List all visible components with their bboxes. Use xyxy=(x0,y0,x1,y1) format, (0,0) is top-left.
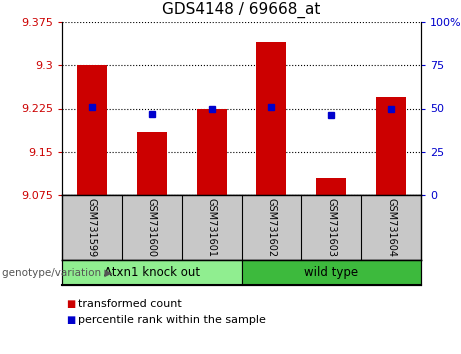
Text: GSM731600: GSM731600 xyxy=(147,198,157,257)
Bar xyxy=(197,108,226,195)
Text: ■: ■ xyxy=(66,315,76,325)
FancyBboxPatch shape xyxy=(242,260,421,285)
Text: genotype/variation ▶: genotype/variation ▶ xyxy=(2,268,112,278)
Text: GSM731604: GSM731604 xyxy=(386,198,396,257)
Text: Atxn1 knock out: Atxn1 knock out xyxy=(104,266,200,279)
Bar xyxy=(137,132,167,195)
Text: GSM731602: GSM731602 xyxy=(266,198,277,257)
Text: GSM731601: GSM731601 xyxy=(207,198,217,257)
Bar xyxy=(77,65,107,195)
Text: ■: ■ xyxy=(66,299,76,309)
Title: GDS4148 / 69668_at: GDS4148 / 69668_at xyxy=(162,2,321,18)
Text: GSM731599: GSM731599 xyxy=(87,198,97,257)
Text: percentile rank within the sample: percentile rank within the sample xyxy=(78,315,266,325)
Bar xyxy=(376,97,406,195)
Bar xyxy=(316,178,346,195)
Text: GSM731603: GSM731603 xyxy=(326,198,336,257)
Bar xyxy=(256,42,286,195)
FancyBboxPatch shape xyxy=(62,260,242,285)
Text: transformed count: transformed count xyxy=(78,299,182,309)
Text: wild type: wild type xyxy=(304,266,358,279)
